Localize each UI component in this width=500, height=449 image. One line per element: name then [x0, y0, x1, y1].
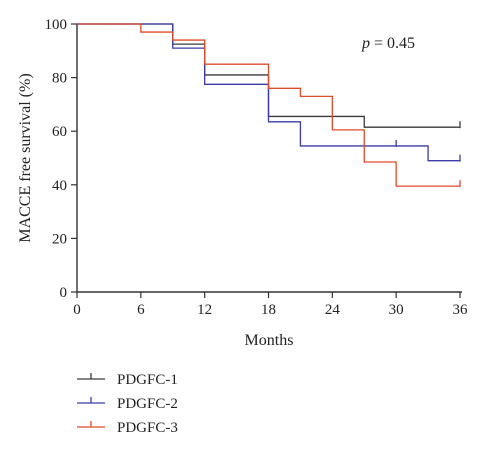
y-tick-label: 100 — [45, 17, 68, 33]
y-tick-label: 80 — [52, 71, 67, 87]
x-tick-label: 18 — [261, 302, 276, 318]
y-tick-label: 0 — [60, 285, 68, 301]
series-line — [77, 23, 460, 162]
series-pdgfc-3 — [77, 23, 461, 188]
y-tick-label: 20 — [52, 231, 67, 247]
y-axis-title: MACCE free survival (%) — [17, 73, 34, 242]
series-pdgfc-2 — [77, 23, 461, 162]
legend-item-pdgfc-3: PDGFC-3 — [77, 420, 178, 436]
x-axis-title: Months — [245, 332, 294, 349]
legend-label: PDGFC-2 — [117, 396, 178, 412]
legend-item-pdgfc-2: PDGFC-2 — [77, 396, 178, 412]
axes: 0 6 12 18 24 30 36 0 20 40 60 80 100 — [45, 17, 469, 318]
x-tick-label: 24 — [325, 302, 341, 318]
x-tick-label: 12 — [197, 302, 212, 318]
x-tick-label: 6 — [137, 302, 145, 318]
series-layer — [77, 23, 461, 188]
legend-item-pdgfc-1: PDGFC-1 — [77, 372, 178, 388]
x-tick-label: 0 — [73, 302, 81, 318]
legend-label: PDGFC-3 — [117, 420, 178, 436]
legend-label: PDGFC-1 — [117, 372, 178, 388]
x-tick-label: 36 — [453, 302, 469, 318]
p-value-text: = 0.45 — [370, 35, 415, 52]
series-line — [77, 23, 460, 187]
legend: PDGFC-1 PDGFC-2 PDGFC-3 — [77, 372, 178, 436]
p-value-annotation: p = 0.45 — [361, 35, 415, 52]
y-tick-label: 60 — [52, 124, 67, 140]
y-tick-label: 40 — [52, 178, 67, 194]
p-value-label: p — [361, 35, 370, 52]
x-tick-label: 30 — [389, 302, 404, 318]
